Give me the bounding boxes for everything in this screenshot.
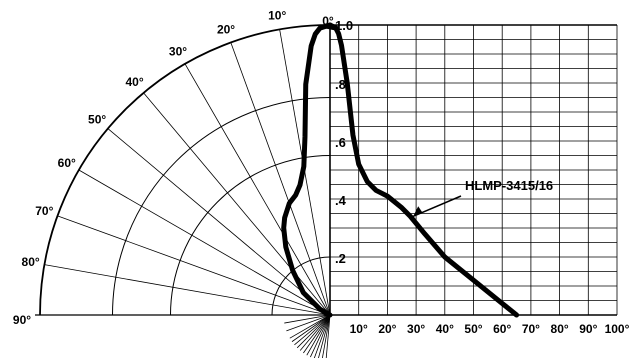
series-label-arrowhead [413, 206, 423, 217]
polar-radial-line [230, 42, 331, 316]
polar-fan-line [291, 314, 331, 342]
polar-fan-line [294, 314, 331, 346]
polar-radial-line [78, 169, 331, 316]
rect-grid [329, 24, 618, 316]
polar-angle-label: 10° [268, 9, 286, 23]
x-tick-label: 20° [378, 322, 396, 336]
y-tick-label: .6 [335, 135, 346, 150]
series-curve-cartesian [327, 22, 520, 318]
polar-fan-line [306, 314, 331, 356]
x-tick-label: 60° [493, 322, 511, 336]
polar-radial-line [57, 215, 331, 316]
polar-ring [39, 24, 331, 316]
polar-fan-line [289, 314, 331, 339]
series-curve-polar [281, 22, 333, 318]
polar-angle-label: 70° [35, 204, 53, 218]
polar-fan-line [325, 314, 331, 362]
polar-fan-line [317, 314, 331, 360]
polar-angle-label: 60° [58, 156, 76, 170]
polar-radial-line [143, 92, 331, 316]
polar-fan-line [313, 314, 331, 359]
x-tick-label: 80° [551, 322, 569, 336]
y-tick-label: .2 [335, 251, 346, 266]
polar-ring [112, 97, 331, 316]
y-tick-label: .4 [335, 193, 347, 208]
x-tick-label: 70° [522, 322, 540, 336]
polar-radial-line [44, 264, 331, 316]
series-layer: HLMP-3415/16 [281, 22, 553, 318]
polar-fan-line [321, 314, 331, 361]
polar-angle-label: 50° [88, 113, 106, 127]
polar-angle-labels: 0° 10° 20° 30° 40° 50° 60° 70° 80° 90° [13, 9, 334, 327]
polar-radial-line [107, 128, 331, 316]
polar-grid [35, 24, 331, 362]
polar-radial-line [184, 63, 331, 316]
series-label: HLMP-3415/16 [465, 178, 553, 193]
series-label-pointer [412, 195, 462, 217]
polar-fan-line [303, 314, 331, 354]
series-top-join [323, 23, 339, 31]
polar-fan-line [310, 314, 331, 358]
x-tick-label: 10° [350, 322, 368, 336]
x-tick-label: 40° [436, 322, 454, 336]
y-axis-tick-labels: .2 .4 .6 .8 1.0 [335, 18, 353, 266]
polar-fan-line [284, 314, 331, 324]
polar-angle-label: 0° [322, 14, 334, 28]
polar-angle-label: 20° [217, 22, 235, 36]
x-tick-label: 100° [605, 322, 630, 336]
x-tick-label: 50° [464, 322, 482, 336]
polar-fan-line [296, 314, 331, 349]
polar-angle-label: 30° [169, 45, 187, 59]
polar-angle-label: 90° [13, 313, 31, 327]
x-tick-label: 90° [579, 322, 597, 336]
polar-ring [170, 155, 331, 316]
x-tick-label: 30° [407, 322, 425, 336]
polar-angle-label: 80° [22, 255, 40, 269]
y-tick-label: 1.0 [335, 18, 353, 33]
polar-ring [271, 256, 331, 316]
y-tick-label: .8 [335, 77, 346, 92]
polar-angle-label: 40° [126, 75, 144, 89]
polar-fan-line [286, 314, 331, 332]
x-axis-tick-labels: 10° 20° 30° 40° 50° 60° 70° 80° 90° 100° [350, 322, 630, 336]
polar-fan-line [299, 314, 331, 351]
